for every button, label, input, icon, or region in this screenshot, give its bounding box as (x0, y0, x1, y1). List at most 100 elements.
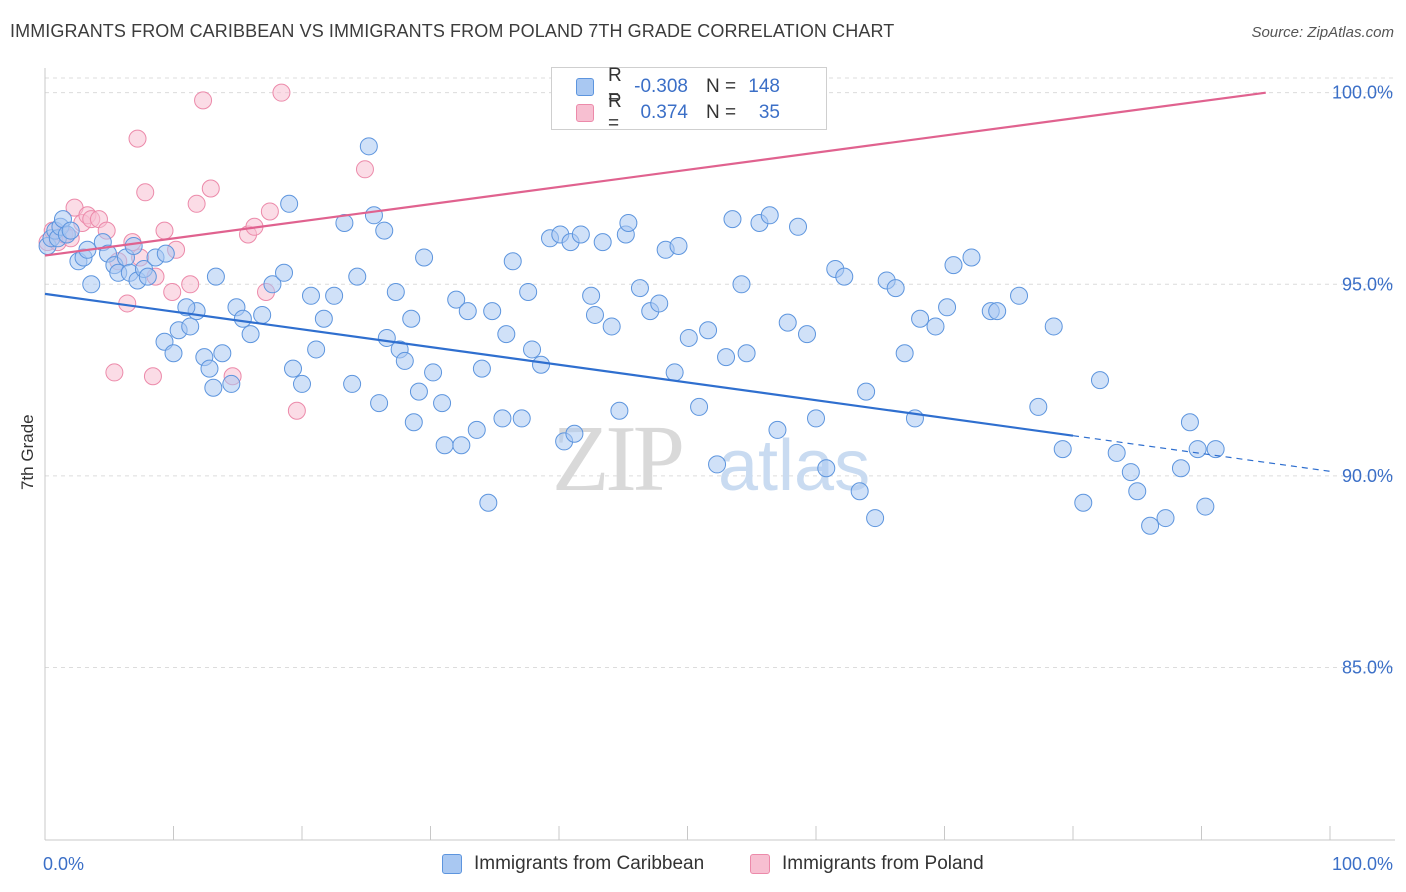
data-point-caribbean (857, 382, 876, 401)
bottom-legend-caribbean[interactable]: Immigrants from Caribbean (442, 852, 704, 876)
data-point-caribbean (359, 137, 378, 156)
legend-row-poland: R = 0.374 N = 35 (576, 91, 780, 134)
data-point-caribbean (206, 267, 225, 286)
data-point-caribbean (523, 340, 542, 359)
data-point-caribbean (519, 282, 538, 301)
data-point-poland (155, 221, 174, 240)
data-point-caribbean (424, 363, 443, 382)
data-point-caribbean (402, 309, 421, 328)
data-point-caribbean (263, 275, 282, 294)
data-point-caribbean (895, 344, 914, 363)
bottom-legend-poland[interactable]: Immigrants from Poland (750, 852, 984, 876)
data-point-caribbean (817, 459, 836, 478)
watermark-zip: ZIP (552, 407, 682, 511)
data-point-caribbean (565, 424, 584, 443)
data-point-caribbean (280, 194, 299, 213)
data-point-caribbean (1171, 459, 1190, 478)
data-point-caribbean (497, 325, 516, 344)
data-point-caribbean (732, 275, 751, 294)
data-point-caribbean (61, 221, 80, 240)
bottom-legend-label-poland: Immigrants from Poland (782, 853, 984, 874)
data-point-caribbean (866, 509, 885, 528)
data-point-caribbean (124, 236, 143, 255)
data-point-poland (181, 275, 200, 294)
legend-swatch-caribbean (576, 78, 594, 96)
data-point-caribbean (717, 348, 736, 367)
bottom-legend-swatch-caribbean (442, 854, 462, 874)
data-point-caribbean (395, 351, 414, 370)
data-point-caribbean (778, 313, 797, 332)
data-point-caribbean (760, 206, 779, 225)
legend-n-value: 148 (748, 76, 780, 97)
y-tick-label: 95.0% (1342, 274, 1393, 294)
data-point-caribbean (850, 482, 869, 501)
data-point-caribbean (503, 252, 522, 271)
trend-line-poland (44, 91, 1266, 257)
data-point-caribbean (699, 321, 718, 340)
data-point-caribbean (1188, 440, 1207, 459)
data-point-caribbean (789, 217, 808, 236)
data-point-caribbean (512, 409, 531, 428)
data-point-poland (287, 401, 306, 420)
data-point-caribbean (307, 340, 326, 359)
data-point-caribbean (1044, 317, 1063, 336)
data-point-caribbean (1053, 440, 1072, 459)
data-point-caribbean (938, 298, 957, 317)
data-point-caribbean (768, 420, 787, 439)
data-point-caribbean (944, 256, 963, 275)
y-tick-label: 85.0% (1342, 658, 1393, 678)
data-point-caribbean (1074, 493, 1093, 512)
data-point-caribbean (571, 225, 590, 244)
data-point-caribbean (1090, 371, 1109, 390)
data-point-poland (105, 363, 124, 382)
data-point-caribbean (335, 213, 354, 232)
x-tick-label-min: 0.0% (43, 854, 84, 874)
data-point-caribbean (348, 267, 367, 286)
legend-r-label: R = (608, 65, 622, 108)
data-point-caribbean (593, 233, 612, 252)
data-point-caribbean (737, 344, 756, 363)
data-point-caribbean (679, 328, 698, 347)
data-point-caribbean (343, 374, 362, 393)
data-point-caribbean (665, 363, 684, 382)
data-point-caribbean (619, 213, 638, 232)
data-point-caribbean (532, 355, 551, 374)
data-point-caribbean (233, 309, 252, 328)
data-point-caribbean (364, 206, 383, 225)
bottom-legend-label-caribbean: Immigrants from Caribbean (474, 853, 705, 874)
data-point-caribbean (807, 409, 825, 428)
legend-row-caribbean: R = -0.308 N = 148 (576, 65, 780, 108)
data-point-caribbean (325, 286, 344, 305)
data-point-caribbean (585, 305, 604, 324)
y-tick-label: 100.0% (1332, 83, 1393, 103)
data-point-caribbean (204, 378, 223, 397)
data-point-caribbean (213, 344, 232, 363)
data-point-caribbean (926, 317, 945, 336)
data-point-poland (260, 202, 279, 221)
data-point-caribbean (602, 317, 621, 336)
data-point-caribbean (447, 290, 466, 309)
data-point-caribbean (669, 236, 688, 255)
data-point-caribbean (1128, 482, 1147, 501)
axes (44, 68, 1395, 841)
data-point-caribbean (156, 244, 175, 263)
data-point-caribbean (610, 401, 629, 420)
y-axis-label: 7th Grade (18, 414, 37, 490)
data-point-caribbean (472, 359, 491, 378)
data-point-caribbean (138, 267, 157, 286)
watermark-atlas: atlas (718, 426, 870, 506)
data-point-caribbean (458, 302, 477, 321)
data-point-caribbean (433, 394, 452, 413)
data-point-caribbean (1180, 413, 1199, 432)
data-point-caribbean (1196, 497, 1215, 516)
data-point-caribbean (582, 286, 601, 305)
data-point-poland (272, 83, 291, 102)
data-point-caribbean (82, 275, 101, 294)
data-point-caribbean (452, 436, 471, 455)
data-point-caribbean (483, 302, 502, 321)
data-point-poland (187, 194, 206, 213)
data-point-caribbean (222, 374, 241, 393)
data-point-caribbean (493, 409, 512, 428)
x-tick-label-max: 100.0% (1332, 854, 1393, 874)
data-point-caribbean (798, 325, 817, 344)
